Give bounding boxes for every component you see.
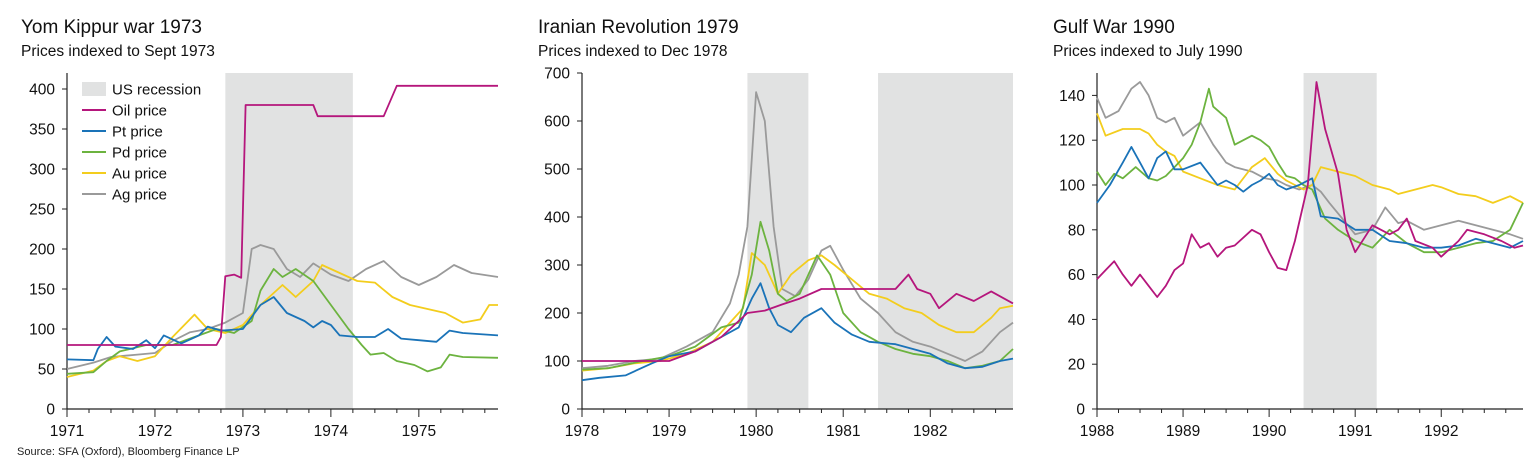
x-tick-label: 1982 (913, 423, 947, 440)
x-tick-label: 1990 (1252, 423, 1287, 440)
chart-panel-3: Gulf War 1990 Prices indexed to July 1990… (1053, 17, 1524, 440)
series-line-pd (581, 220, 1014, 371)
y-tick-label: 20 (1068, 357, 1086, 374)
y-tick-label: 100 (29, 322, 55, 339)
x-tick-label: 1989 (1166, 423, 1200, 440)
legend-label-pt: Pt price (112, 124, 163, 141)
y-tick-label: 500 (544, 162, 570, 179)
x-tick-label: 1992 (1424, 423, 1458, 440)
x-tick-label: 1991 (1338, 423, 1372, 440)
series-line-pd (1096, 87, 1524, 254)
chart-subtitle: Prices indexed to Sept 1973 (21, 43, 215, 60)
series-line-au (66, 264, 498, 378)
y-tick-label: 350 (29, 122, 55, 139)
chart-title: Iranian Revolution 1979 (538, 17, 739, 38)
series-line-pt (1096, 145, 1524, 249)
recession-band (225, 73, 353, 409)
series-line-pt (66, 296, 499, 362)
x-tick-label: 1980 (739, 423, 774, 440)
y-tick-label: 100 (1059, 178, 1085, 195)
series-line-oil (582, 273, 1014, 362)
series-line-oil (1096, 81, 1524, 298)
x-tick-label: 1974 (314, 423, 349, 440)
y-tick-label: 300 (544, 258, 570, 275)
y-tick-label: 0 (561, 402, 570, 419)
chart-title: Gulf War 1990 (1053, 17, 1175, 38)
y-tick-label: 250 (29, 202, 55, 219)
chart-panel-1: Yom Kippur war 1973 Prices indexed to Sep… (21, 17, 499, 440)
y-tick-label: 100 (544, 354, 570, 371)
y-tick-label: 0 (46, 402, 55, 419)
chart-subtitle: Prices indexed to July 1990 (1053, 43, 1243, 60)
y-tick-label: 200 (544, 306, 570, 323)
series-line-oil (67, 84, 498, 346)
y-tick-label: 300 (29, 162, 55, 179)
legend-label-recession: US recession (112, 82, 201, 99)
series-line-au (1096, 112, 1524, 204)
source-note: Source: SFA (Oxford), Bloomberg Finance … (17, 446, 240, 458)
x-tick-label: 1988 (1080, 423, 1114, 440)
x-tick-label: 1979 (652, 423, 686, 440)
series-line-ag (1096, 81, 1524, 240)
recession-band (878, 73, 1013, 409)
y-tick-label: 150 (29, 282, 55, 299)
legend-label-ag: Ag price (112, 187, 167, 204)
chart-subtitle: Prices indexed to Dec 1978 (538, 43, 728, 60)
legend-label-pd: Pd price (112, 145, 167, 162)
legend-swatch-recession (82, 82, 106, 96)
x-tick-label: 1973 (226, 423, 260, 440)
recession-band (1303, 73, 1377, 409)
y-tick-label: 50 (38, 362, 56, 379)
y-tick-label: 200 (29, 242, 55, 259)
x-tick-label: 1972 (138, 423, 172, 440)
chart-panel-2: Iranian Revolution 1979 Prices indexed to… (538, 17, 1014, 440)
y-tick-label: 700 (544, 66, 570, 83)
legend-label-au: Au price (112, 166, 167, 183)
y-tick-label: 80 (1068, 222, 1086, 239)
chart-title: Yom Kippur war 1973 (21, 17, 202, 38)
series-line-pt (581, 282, 1014, 382)
x-tick-label: 1978 (565, 423, 599, 440)
series-line-ag (66, 244, 499, 370)
x-tick-label: 1981 (826, 423, 860, 440)
y-tick-label: 40 (1068, 312, 1086, 329)
y-tick-label: 0 (1076, 402, 1085, 419)
legend-label-oil: Oil price (112, 103, 167, 120)
legend: US recession Oil price Pt price Pd price Au … (82, 82, 201, 204)
y-tick-label: 600 (544, 114, 570, 131)
x-tick-label: 1975 (402, 423, 436, 440)
y-tick-label: 120 (1059, 133, 1085, 150)
x-tick-label: 1971 (50, 423, 84, 440)
y-tick-label: 400 (544, 210, 570, 227)
y-tick-label: 60 (1068, 267, 1086, 284)
y-tick-label: 140 (1059, 88, 1085, 105)
y-tick-label: 400 (29, 82, 55, 99)
